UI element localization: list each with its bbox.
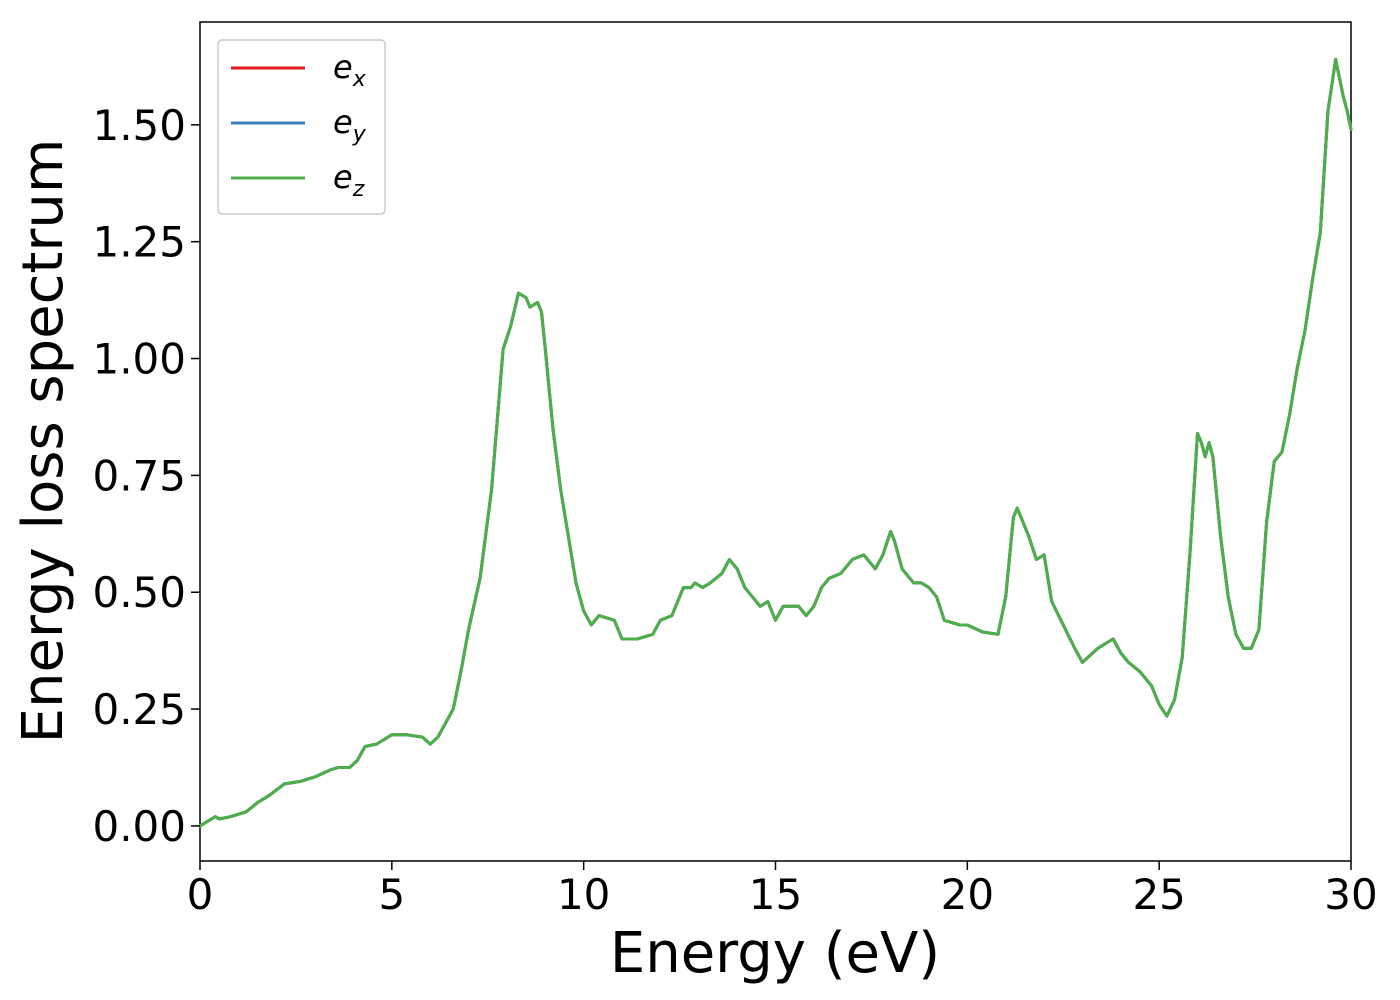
- x-tick-label: 0: [187, 870, 214, 919]
- x-axis-ticks: 0 5 10 15 20 25 30: [187, 861, 1378, 919]
- y-tick-label: 0.00: [92, 802, 186, 851]
- series-group: [198, 57, 1353, 828]
- y-tick-label: 1.00: [92, 335, 186, 384]
- series-line-ez: [198, 57, 1353, 828]
- y-tick-label: 0.75: [92, 451, 186, 500]
- y-tick-label: 1.50: [92, 101, 186, 150]
- x-tick-label: 20: [941, 870, 994, 919]
- plot-area: [198, 21, 1353, 862]
- y-tick-label: 1.25: [92, 218, 186, 267]
- y-axis-label: Energy loss spectrum: [11, 139, 76, 744]
- legend-label: ez: [333, 158, 365, 202]
- x-tick-label: 10: [557, 870, 610, 919]
- plot-frame: [199, 21, 1352, 862]
- x-tick-label: 5: [378, 870, 405, 919]
- y-tick-label: 0.25: [92, 685, 186, 734]
- y-tick-label: 0.50: [92, 568, 186, 617]
- legend-label: ey: [333, 103, 367, 147]
- legend-box: [217, 39, 386, 215]
- y-axis-ticks: 0.00 0.25 0.50 0.75 1.00 1.25 1.50: [92, 101, 200, 851]
- legend-items: ex ey ez: [231, 48, 367, 202]
- legend: ex ey ez: [217, 39, 386, 215]
- x-tick-label: 30: [1324, 870, 1377, 919]
- x-tick-label: 25: [1132, 870, 1185, 919]
- x-axis-label: Energy (eV): [610, 921, 940, 986]
- legend-label: ex: [333, 48, 367, 92]
- x-tick-label: 15: [749, 870, 802, 919]
